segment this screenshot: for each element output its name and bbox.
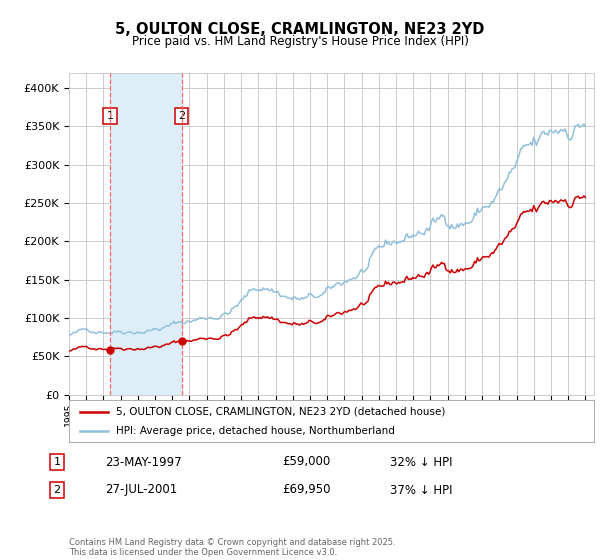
- Text: Contains HM Land Registry data © Crown copyright and database right 2025.
This d: Contains HM Land Registry data © Crown c…: [69, 538, 395, 557]
- Text: 32% ↓ HPI: 32% ↓ HPI: [390, 455, 452, 469]
- Bar: [110, 73, 182, 395]
- Text: 2: 2: [53, 485, 61, 495]
- Text: 37% ↓ HPI: 37% ↓ HPI: [390, 483, 452, 497]
- Text: HPI: Average price, detached house, Northumberland: HPI: Average price, detached house, Nort…: [116, 426, 395, 436]
- Text: 5, OULTON CLOSE, CRAMLINGTON, NE23 2YD: 5, OULTON CLOSE, CRAMLINGTON, NE23 2YD: [115, 22, 485, 38]
- Text: 2: 2: [178, 111, 185, 122]
- Text: Price paid vs. HM Land Registry's House Price Index (HPI): Price paid vs. HM Land Registry's House …: [131, 35, 469, 48]
- Text: £59,000: £59,000: [282, 455, 330, 469]
- Text: 1: 1: [53, 457, 61, 467]
- Text: 5, OULTON CLOSE, CRAMLINGTON, NE23 2YD (detached house): 5, OULTON CLOSE, CRAMLINGTON, NE23 2YD (…: [116, 407, 446, 417]
- Text: 23-MAY-1997: 23-MAY-1997: [105, 455, 182, 469]
- Text: 27-JUL-2001: 27-JUL-2001: [105, 483, 177, 497]
- Text: 1: 1: [106, 111, 113, 122]
- Text: £69,950: £69,950: [282, 483, 331, 497]
